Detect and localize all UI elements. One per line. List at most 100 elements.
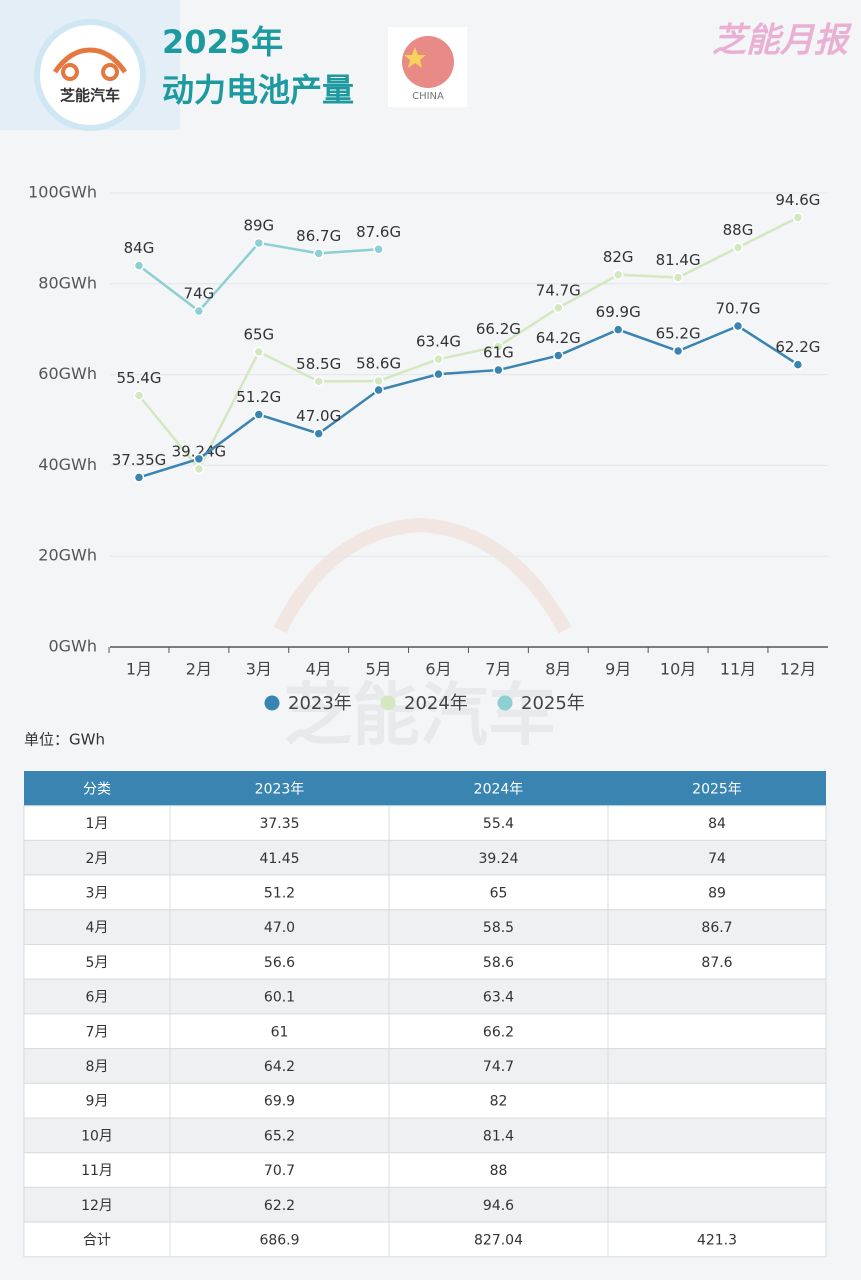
table-cell: 74.7 bbox=[483, 1059, 514, 1075]
table-cell: 94.6 bbox=[483, 1198, 514, 1214]
table-row bbox=[23, 978, 827, 1015]
table-cell: 2月 bbox=[86, 851, 109, 867]
point bbox=[612, 269, 624, 280]
data-label: 89G bbox=[243, 216, 274, 234]
data-label: 69.9G bbox=[596, 303, 641, 321]
x-tick-label: 5月 bbox=[366, 660, 392, 679]
point bbox=[433, 368, 444, 380]
data-label: 58.6G bbox=[356, 354, 401, 372]
table-cell: 84 bbox=[708, 816, 726, 832]
table-cell: 81.4 bbox=[483, 1128, 514, 1144]
logo-circle bbox=[34, 19, 146, 131]
table-cell: 47.0 bbox=[264, 920, 295, 936]
table-cell: 51.2 bbox=[264, 885, 295, 901]
table-cell: 70.7 bbox=[264, 1163, 295, 1179]
table-row bbox=[23, 1082, 827, 1119]
table-header: 2023年 bbox=[255, 781, 305, 797]
x-tick-label: 7月 bbox=[485, 660, 511, 679]
table-header: 分类 bbox=[83, 781, 111, 797]
point bbox=[373, 384, 384, 396]
table-row bbox=[23, 839, 827, 876]
table-cell: 7月 bbox=[86, 1024, 109, 1040]
x-tick-label: 3月 bbox=[246, 660, 272, 679]
table-cell: 421.3 bbox=[697, 1232, 737, 1248]
data-label: 37.35G bbox=[112, 451, 167, 469]
table-row bbox=[23, 909, 827, 945]
flag-star bbox=[404, 47, 426, 68]
brand: 芝能月报 bbox=[712, 21, 853, 61]
point bbox=[133, 390, 145, 401]
data-label: 82G bbox=[603, 248, 634, 266]
y-tick-label: 60GWh bbox=[38, 364, 97, 383]
table-cell: 60.1 bbox=[264, 990, 295, 1006]
table-cell: 827.04 bbox=[474, 1232, 523, 1248]
data-label: 47.0G bbox=[296, 407, 341, 425]
table-cell: 82 bbox=[490, 1094, 508, 1110]
legend-label: 2025年 bbox=[521, 693, 585, 714]
table-cell: 62.2 bbox=[264, 1198, 295, 1214]
point bbox=[193, 453, 205, 465]
point bbox=[253, 237, 265, 249]
data-label: 74G bbox=[184, 285, 215, 303]
point bbox=[373, 244, 384, 255]
point bbox=[253, 409, 265, 420]
table-cell: 74 bbox=[708, 851, 726, 867]
point bbox=[133, 260, 145, 271]
table-row bbox=[23, 805, 827, 841]
table-cell: 1月 bbox=[86, 816, 109, 832]
data-label: 86.7G bbox=[296, 227, 341, 245]
x-tick-label: 1月 bbox=[126, 660, 152, 679]
watermark-text: 芝能汽车 bbox=[284, 677, 556, 756]
legend-label: 2024年 bbox=[404, 693, 468, 714]
x-tick-label: 12月 bbox=[780, 660, 816, 679]
table-cell: 65 bbox=[490, 885, 508, 901]
logo-car bbox=[52, 47, 128, 74]
legend-label: 2023年 bbox=[288, 693, 352, 714]
table-row bbox=[23, 1221, 827, 1258]
table-cell: 89 bbox=[708, 885, 726, 901]
legend-swatch bbox=[497, 695, 513, 711]
y-tick-label: 100GWh bbox=[28, 183, 97, 202]
y-tick-label: 80GWh bbox=[38, 273, 97, 292]
table-cell: 10月 bbox=[81, 1128, 113, 1144]
data-label: 88G bbox=[723, 221, 754, 239]
watermark: 芝能汽车 bbox=[273, 517, 572, 756]
x-tick-label: 4月 bbox=[306, 660, 332, 679]
x-tick-label: 11月 bbox=[720, 660, 756, 679]
logo-text: 芝能汽车 bbox=[60, 87, 120, 105]
table-cell: 4月 bbox=[86, 920, 109, 936]
table-row bbox=[23, 874, 827, 911]
y-tick-label: 20GWh bbox=[38, 546, 97, 565]
series-line bbox=[138, 216, 799, 472]
table-cell: 55.4 bbox=[483, 816, 514, 832]
table-cell: 合计 bbox=[83, 1232, 111, 1248]
data-label: 55.4G bbox=[116, 369, 161, 387]
data-label: 84G bbox=[124, 239, 155, 257]
series-line bbox=[138, 324, 799, 479]
x-tick-label: 2月 bbox=[186, 660, 212, 679]
data-label: 39.24G bbox=[172, 442, 227, 460]
table-cell: 41.45 bbox=[259, 851, 299, 867]
point bbox=[732, 320, 744, 332]
point bbox=[732, 242, 744, 253]
legend-swatch bbox=[264, 695, 280, 711]
table-cell: 12月 bbox=[81, 1198, 113, 1214]
table-cell: 63.4 bbox=[483, 990, 514, 1006]
data-label: 65G bbox=[243, 325, 274, 343]
table-cell: 5月 bbox=[86, 955, 109, 971]
table-cell: 64.2 bbox=[264, 1059, 295, 1075]
table-row bbox=[23, 1013, 827, 1050]
point bbox=[133, 472, 145, 483]
point bbox=[553, 302, 564, 314]
point bbox=[672, 345, 684, 357]
table-cell: 9月 bbox=[86, 1094, 109, 1110]
table-header: 2025年 bbox=[692, 781, 742, 797]
data-label: 58.5G bbox=[296, 355, 341, 373]
point bbox=[313, 428, 324, 439]
point bbox=[493, 341, 504, 352]
table-row bbox=[23, 1152, 827, 1188]
table-cell: 69.9 bbox=[264, 1094, 295, 1110]
table-cell: 58.6 bbox=[483, 955, 514, 971]
unit-note: 单位：GWh bbox=[24, 731, 105, 749]
